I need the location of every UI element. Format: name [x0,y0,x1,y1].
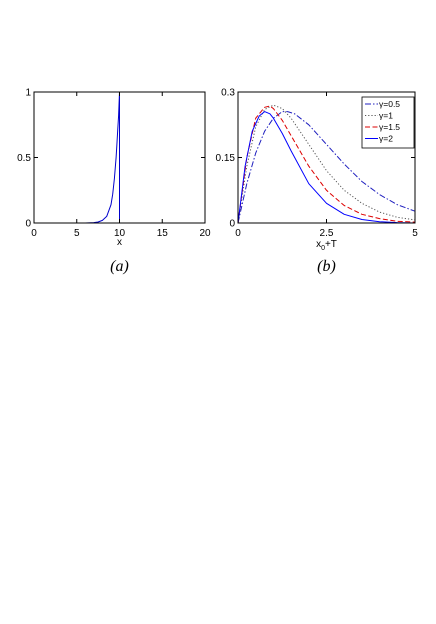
caption-b: (b) [317,258,336,275]
chart-b-legend-label: γ=1 [379,111,393,121]
chart-b-ytick-label: 0.15 [216,153,236,164]
caption-a: (a) [110,258,129,275]
chart-a-xtick-label: 20 [199,228,211,239]
chart-a-ytick-label: 1 [25,88,31,99]
chart-b-ticks: 0 2.5 5 0 0.15 0.3 [216,88,419,240]
chart-a-ytick-label: 0.5 [17,153,31,164]
chart-b-legend-label: γ=1.5 [379,122,400,132]
chart-a-ytick-label: 0 [25,219,31,230]
chart-b-ytick-label: 0 [229,219,235,230]
chart-b-series-line-1 [237,111,416,224]
chart-b-series-line-4 [237,111,416,224]
chart-a: 0 5 10 15 20 0 0.5 1 x (a) [17,88,211,276]
chart-a-xtick-label: 10 [114,228,126,239]
chart-b-xlabel-subscript: 0 [321,245,325,252]
chart-b-xlabel-var: x [316,239,321,250]
chart-a-xlabel: x [117,237,122,248]
chart-a-ticks: 0 5 10 15 20 0 0.5 1 [17,88,211,240]
chart-a-xtick-label: 5 [74,228,80,239]
chart-b: 0 2.5 500.150.3 x0+T γ=0.5γ=1γ=1.5γ=2 (b) [216,88,419,276]
chart-b-ytick-label: 0.3 [221,88,235,99]
chart-b-xlabel: x0+T [316,239,337,252]
chart-a-xtick-label: 0 [31,228,37,239]
chart-b-legend: γ=0.5 γ=1γ=1.5 γ=2 [361,96,415,149]
chart-b-xtick-label: 5 [412,228,418,239]
chart-b-xtick-label: 0 [235,228,241,239]
chart-b-legend-box [361,96,415,149]
chart-b-plot-area [237,104,416,224]
chart-b-legend-label: γ=2 [379,134,393,144]
chart-b-xlabel-rest: +T [325,239,337,250]
chart-a-xtick-label: 15 [157,228,169,239]
chart-b-legend-label: γ=0.5 [379,99,400,109]
chart-b-xtick-label: 2.5 [320,228,334,239]
